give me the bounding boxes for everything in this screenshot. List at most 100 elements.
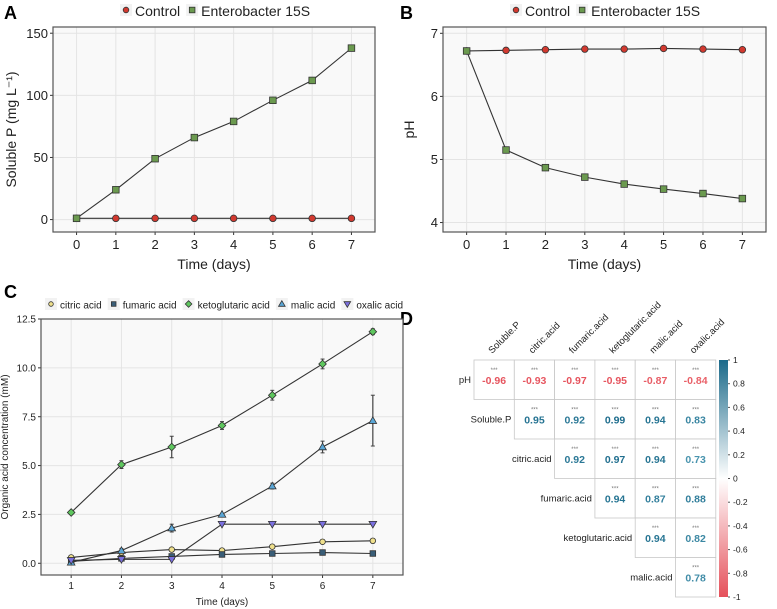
x-tick-label: 2	[151, 237, 158, 252]
data-point	[217, 520, 227, 529]
correlation-value: 0.78	[685, 573, 706, 585]
legend-item: Control	[510, 3, 570, 19]
correlation-cell	[675, 438, 717, 479]
y-tick-label: 100	[26, 88, 48, 103]
data-point	[369, 537, 377, 545]
column-label: fumaric.acid	[567, 312, 611, 356]
colorbar-tick-label: -0.2	[733, 497, 748, 507]
data-point	[319, 538, 326, 545]
x-tick-label: 7	[370, 581, 376, 592]
data-point	[217, 509, 227, 518]
data-point	[116, 545, 126, 554]
x-tick-label: 0	[463, 237, 470, 252]
panel-c-organic-acid-chart: 0.0 2.5 5.0 7.5 10.0 12.5 1 2 3 4 5 6 7 Time (days) Or…	[0, 298, 404, 608]
row-label: fumaric.acid	[541, 493, 592, 504]
data-point	[581, 45, 589, 53]
x-tick-label: 6	[309, 237, 316, 252]
x-tick-label: 5	[269, 237, 276, 252]
x-tick-label: 1	[68, 581, 74, 592]
correlation-value: 0.94	[605, 494, 626, 506]
legend-marker	[110, 301, 117, 307]
data-point	[502, 146, 510, 154]
data-point	[502, 46, 510, 55]
legend-item: oxalic acid	[341, 298, 403, 312]
data-point	[347, 44, 356, 52]
panel-d-correlation-matrix: Soluble.P citric.acid fumaric.acidketoglut…	[459, 300, 748, 602]
correlation-value: 0.94	[645, 415, 666, 427]
panel-label-c: C	[4, 282, 17, 302]
y-tick-label: 12.5	[17, 315, 37, 326]
legend-item: Control	[120, 3, 180, 19]
y-tick-label: 7.5	[22, 412, 36, 423]
legend-marker	[578, 6, 586, 14]
data-point	[167, 523, 177, 532]
legend-marker	[512, 6, 520, 14]
data-point	[319, 549, 326, 556]
significance-stars: ***	[491, 368, 499, 374]
panel-label-a: A	[4, 3, 17, 23]
significance-stars: ***	[531, 408, 539, 414]
x-tick-label: 3	[169, 581, 175, 592]
y-tick-label: 10.0	[17, 363, 37, 374]
x-tick-label: 4	[219, 581, 225, 592]
row-label: citric.acid	[512, 454, 552, 465]
legend-item: malic acid	[275, 298, 335, 312]
colorbar-tick-label: 0.6	[733, 402, 745, 412]
row-label: malic.acid	[630, 572, 672, 583]
data-point	[229, 117, 238, 126]
legend-item: citric acid	[45, 298, 102, 312]
colorbar-tick-label: -1	[733, 592, 741, 602]
legend-marker	[122, 6, 130, 14]
legend-marker	[48, 301, 54, 307]
x-tick-label: 3	[581, 237, 588, 252]
y-tick-label: 4	[431, 215, 438, 230]
series-malic-acid	[66, 394, 378, 566]
legend-label: citric acid	[60, 301, 102, 312]
correlation-value: -0.84	[684, 375, 708, 387]
data-point	[308, 76, 316, 85]
legend-label: Control	[525, 3, 570, 19]
correlation-value: -0.87	[643, 375, 667, 387]
x-tick-label: 1	[112, 237, 119, 252]
significance-stars: ***	[692, 526, 700, 532]
data-point	[116, 556, 126, 564]
data-point	[659, 44, 668, 53]
colorbar	[719, 360, 728, 597]
series-enterobacter-15s	[72, 44, 356, 223]
data-point	[308, 214, 316, 223]
significance-stars: ***	[571, 368, 579, 374]
legend-marker	[184, 300, 193, 308]
significance-stars: ***	[652, 526, 660, 532]
x-tick-label: 5	[269, 581, 275, 592]
correlation-value: 0.73	[685, 454, 706, 466]
series-enterobacter-15s	[462, 47, 747, 203]
correlation-value: 0.95	[524, 415, 545, 427]
x-axis-label: Time (days)	[568, 256, 641, 272]
correlation-cell	[594, 399, 636, 440]
data-point	[581, 173, 589, 181]
series-line	[466, 50, 743, 200]
panel-b-ph-chart: 4 5 6 7 0 1 2 3 4 5 6 7 Time (days) pH Control Enteroba…	[401, 3, 767, 272]
data-point	[267, 390, 277, 400]
data-point	[151, 154, 159, 163]
y-tick-label: 50	[34, 150, 48, 165]
x-tick-label: 0	[73, 237, 80, 252]
colorbar-tick-label: -0.4	[733, 521, 748, 531]
correlation-value: 0.94	[645, 454, 666, 466]
data-point	[462, 47, 471, 55]
y-tick-label: 150	[26, 26, 48, 41]
x-tick-label: 2	[542, 237, 549, 252]
correlation-value: -0.95	[603, 375, 627, 387]
correlation-cell	[634, 478, 676, 519]
row-label: ketoglutaric.acid	[564, 533, 633, 544]
x-tick-label: 6	[699, 237, 706, 252]
data-point	[190, 214, 199, 223]
plot-border	[442, 26, 767, 233]
significance-stars: ***	[612, 368, 620, 374]
correlation-cell	[513, 399, 555, 440]
legend-item: Enterobacter 15S	[186, 3, 310, 19]
colorbar-tick-label: 0.2	[733, 450, 745, 460]
y-tick-label: 5	[431, 152, 438, 167]
data-point	[190, 133, 199, 142]
